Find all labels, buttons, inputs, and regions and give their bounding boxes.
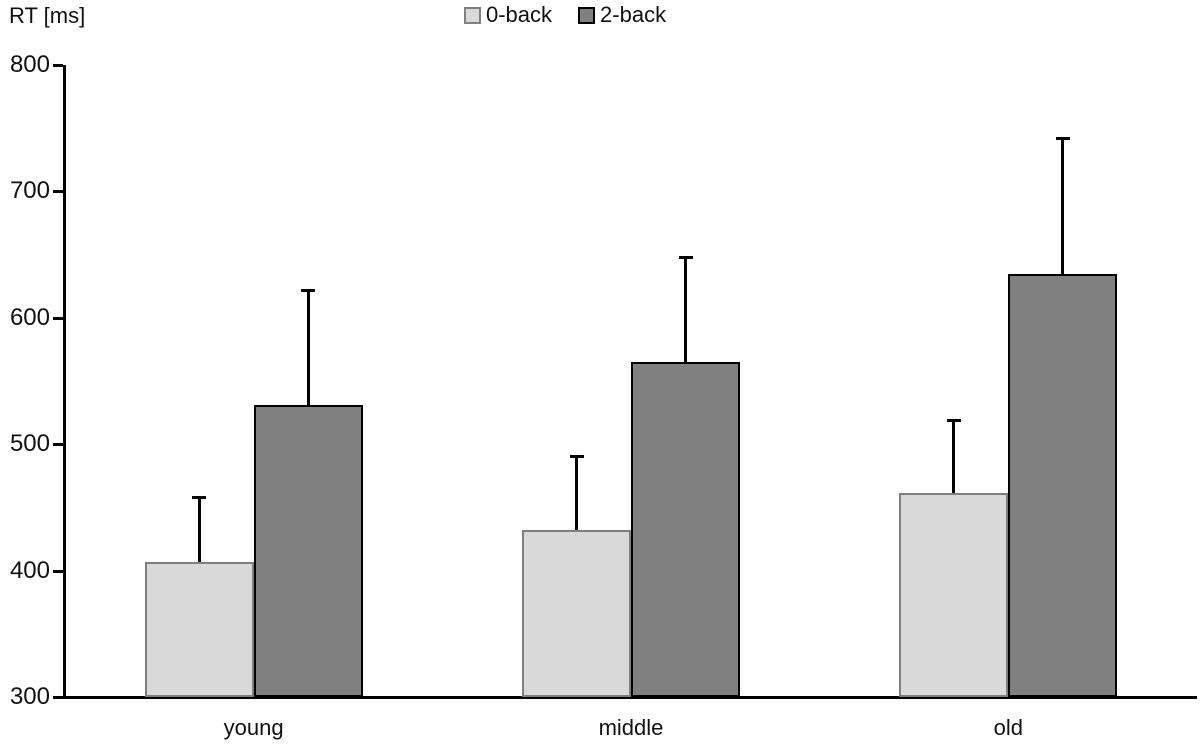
x-label-middle: middle: [598, 715, 664, 740]
x-label-young: young: [223, 715, 284, 740]
errorbar-2-back-young: [306, 289, 310, 405]
y-tick-label-700: 700: [9, 177, 50, 205]
errorbar-cap-0-back-old: [946, 419, 961, 423]
y-tick-label-600: 600: [9, 303, 50, 331]
y-axis-line: [63, 65, 66, 699]
errorbar-cap-0-back-middle: [569, 454, 584, 458]
bar-0-back-middle: [522, 530, 631, 697]
errorbar-cap-2-back-middle: [678, 256, 693, 260]
errorbar-2-back-old: [1061, 138, 1065, 274]
y-tick-label-400: 400: [9, 556, 50, 584]
x-axis-line: [63, 696, 1197, 699]
y-tick-400: [53, 569, 63, 573]
legend-swatch-1: [578, 6, 596, 24]
bar-2-back-young: [253, 405, 363, 697]
bar-2-back-middle: [631, 362, 740, 697]
bar-0-back-old: [899, 493, 1009, 697]
legend-swatch-0: [464, 6, 481, 24]
bar-0-back-young: [144, 561, 254, 697]
legend-item-2-back: 2-back: [578, 2, 666, 28]
legend-label-0-back: 0-back: [486, 2, 553, 27]
errorbar-0-back-old: [952, 420, 956, 494]
errorbar-cap-2-back-young: [301, 288, 316, 292]
bar-2-back-old: [1008, 273, 1118, 697]
legend-label-2-back: 2-back: [600, 2, 667, 27]
y-axis-title: RT [ms]: [9, 3, 86, 28]
y-tick-500: [53, 443, 63, 447]
y-tick-700: [53, 190, 63, 194]
y-tick-label-500: 500: [9, 430, 50, 458]
y-tick-800: [53, 64, 63, 67]
y-tick-600: [53, 316, 63, 320]
errorbar-0-back-young: [197, 497, 201, 562]
errorbar-2-back-middle: [684, 257, 687, 363]
y-tick-label-800: 800: [9, 51, 50, 78]
errorbar-cap-0-back-young: [192, 496, 207, 500]
errorbar-cap-2-back-old: [1055, 137, 1070, 141]
y-tick-300: [53, 696, 63, 699]
y-tick-label-300: 300: [9, 683, 50, 710]
x-label-old: old: [993, 715, 1023, 740]
legend-item-0-back: 0-back: [464, 2, 552, 28]
errorbar-0-back-middle: [575, 455, 578, 531]
legend: 0-back 2-back: [464, 2, 666, 28]
